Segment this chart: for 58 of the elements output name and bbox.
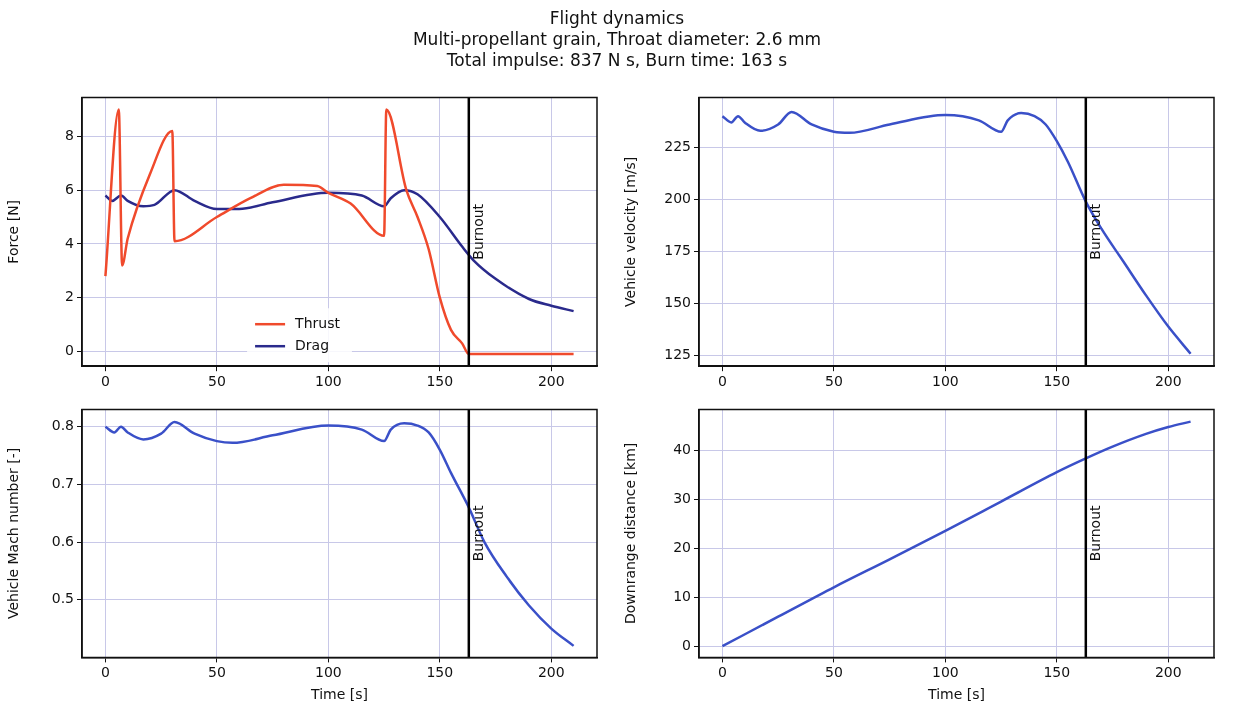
x-tick-label: 100 [931, 373, 959, 390]
x-tick-label: 150 [426, 664, 454, 681]
y-axis-title: Downrange distance [km] [622, 442, 639, 625]
y-tick-label: 0 [682, 636, 691, 653]
ref-line-label: Burnout [470, 505, 487, 562]
y-tick-label: 0.5 [51, 590, 74, 607]
x-tick-label: 0 [100, 664, 110, 681]
y-tick-label: 40 [673, 440, 691, 457]
y-tick-label: 2 [65, 288, 74, 305]
line-series [104, 420, 575, 648]
y-tick-label: 150 [664, 294, 691, 311]
y-tick-label: 10 [673, 587, 691, 604]
y-tick-label: 8 [65, 127, 74, 144]
x-tick-label: 0 [100, 373, 110, 390]
y-tick-label: 30 [673, 489, 691, 506]
x-tick-label: 0 [717, 664, 727, 681]
x-tick-label: 0 [717, 373, 727, 390]
x-tick-label: 200 [537, 373, 565, 390]
legend-label: Thrust [294, 314, 341, 331]
y-tick-label: 0.8 [51, 417, 74, 434]
x-tick-label: 150 [1043, 373, 1071, 390]
x-tick-label: 200 [1154, 664, 1182, 681]
ref-line-label: Burnout [470, 203, 487, 260]
y-tick-label: 0.7 [51, 475, 74, 492]
y-tick-label: 0 [65, 342, 74, 359]
line-series [721, 110, 1192, 355]
x-tick-label: 100 [314, 664, 342, 681]
x-tick-label: 150 [426, 373, 454, 390]
y-tick-label: 125 [664, 346, 691, 363]
x-tick-label: 100 [931, 664, 959, 681]
y-axis-title: Vehicle Mach number [-] [5, 447, 22, 620]
x-tick-label: 50 [824, 373, 843, 390]
ref-line-label: Burnout [1087, 203, 1104, 260]
x-axis-title: Time [s] [927, 686, 985, 703]
x-tick-label: 50 [824, 664, 843, 681]
x-tick-label: 100 [314, 373, 342, 390]
y-tick-label: 200 [664, 190, 691, 207]
x-tick-label: 50 [207, 664, 226, 681]
legend-label: Drag [295, 336, 330, 353]
y-tick-label: 175 [664, 242, 691, 259]
chart-subtitle: Multi-propellant grain, Throat diameter: 2.6 mm Total impulse: 837 N s, Burn time: 163 s [411, 29, 823, 71]
x-axis-title: Time [s] [310, 686, 368, 703]
y-tick-label: 4 [65, 234, 75, 251]
ref-line-label: Burnout [1087, 505, 1104, 562]
y-tick-label: 225 [664, 138, 691, 155]
y-tick-label: 20 [673, 538, 691, 555]
x-tick-label: 50 [207, 373, 226, 390]
y-axis-title: Force [N] [5, 199, 22, 264]
x-tick-label: 150 [1043, 664, 1071, 681]
x-tick-label: 200 [537, 664, 565, 681]
y-tick-label: 0.6 [51, 532, 75, 549]
y-axis-title: Vehicle velocity [m/s] [622, 156, 639, 307]
y-tick-label: 6 [65, 180, 75, 197]
line-series [104, 188, 575, 313]
x-tick-label: 200 [1154, 373, 1182, 390]
line-series [721, 420, 1192, 648]
line-series [104, 108, 575, 356]
chart-title: Flight dynamics [548, 8, 686, 29]
